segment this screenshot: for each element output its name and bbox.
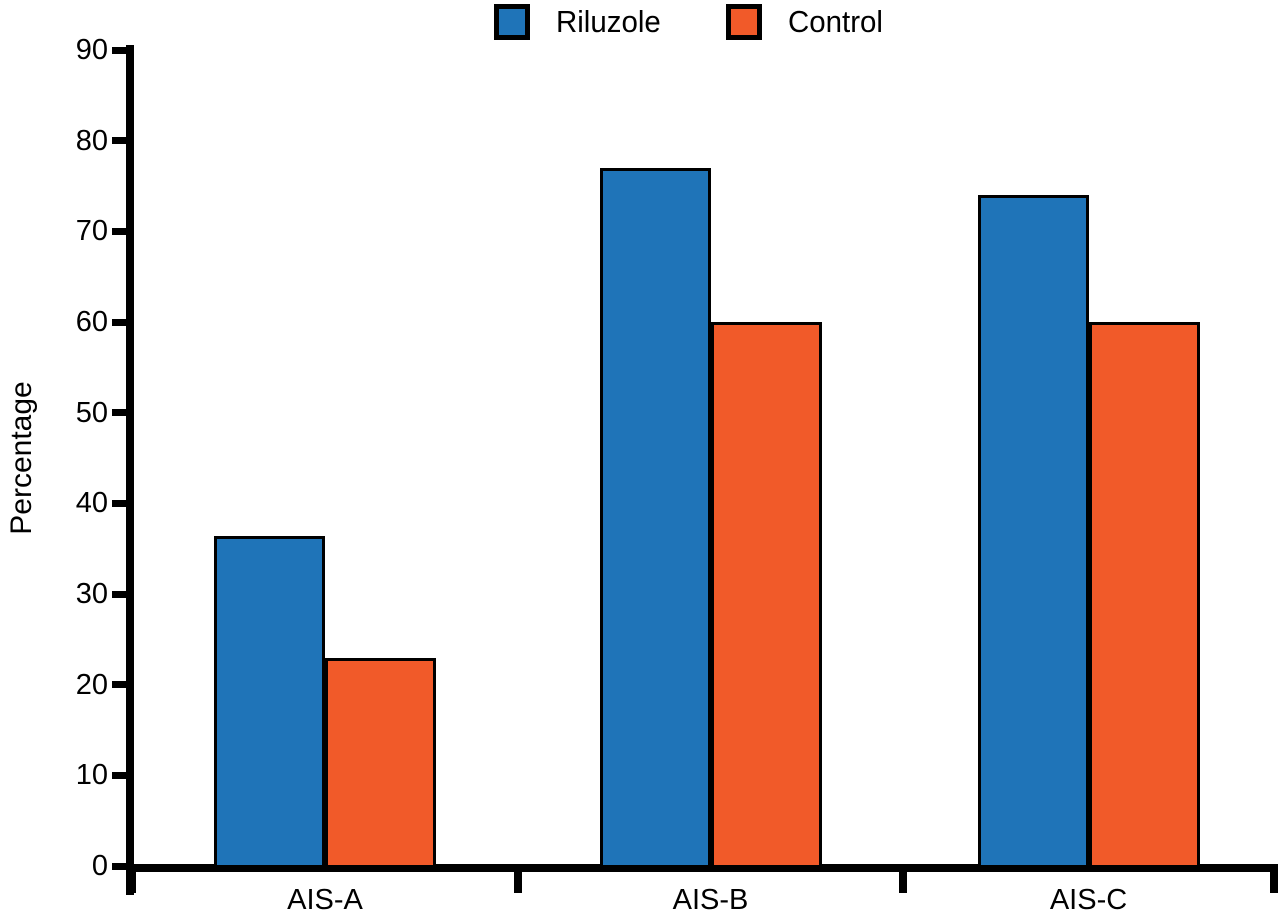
y-tick-label-40: 40 xyxy=(75,487,108,520)
y-tick-label-80: 80 xyxy=(75,124,108,157)
bar-control-ais-a xyxy=(325,658,436,868)
y-tick-70 xyxy=(112,227,131,235)
x-tick-3 xyxy=(1270,864,1278,893)
y-tick-label-70: 70 xyxy=(75,215,108,248)
bar-control-ais-c xyxy=(1088,322,1200,868)
y-tick-label-10: 10 xyxy=(75,759,108,792)
legend-swatch-control-icon xyxy=(726,4,763,40)
y-tick-label-20: 20 xyxy=(75,668,108,701)
x-category-label-ais-b: AIS-B xyxy=(672,884,749,916)
x-category-label-ais-a: AIS-A xyxy=(287,884,363,916)
bar-riluzole-ais-b xyxy=(599,167,711,868)
y-axis-title: Percentage xyxy=(5,381,38,535)
y-tick-40 xyxy=(112,499,131,507)
legend-label-control: Control xyxy=(788,4,884,39)
x-tick-1 xyxy=(514,864,522,893)
legend-label-riluzole: Riluzole xyxy=(556,4,661,39)
y-tick-label-60: 60 xyxy=(75,306,108,338)
x-tick-2 xyxy=(899,864,907,893)
y-tick-0 xyxy=(112,862,131,870)
x-tick-0 xyxy=(128,864,136,893)
y-axis-line xyxy=(126,45,134,895)
bar-riluzole-ais-a xyxy=(214,535,325,868)
y-tick-20 xyxy=(112,681,131,689)
legend-swatch-riluzole-icon xyxy=(494,4,530,40)
chart-legend: Riluzole Control xyxy=(494,2,888,42)
y-tick-90 xyxy=(112,46,131,54)
bar-control-ais-b xyxy=(710,322,822,868)
y-tick-80 xyxy=(112,137,131,145)
y-tick-30 xyxy=(112,590,131,598)
x-category-label-ais-c: AIS-C xyxy=(1049,884,1128,916)
legend-item-control: Control xyxy=(726,4,888,40)
bar-riluzole-ais-c xyxy=(977,195,1089,868)
y-tick-50 xyxy=(112,409,131,417)
x-axis-line xyxy=(126,864,1278,872)
y-tick-label-50: 50 xyxy=(75,396,108,429)
y-tick-label-30: 30 xyxy=(75,578,108,610)
legend-item-riluzole: Riluzole xyxy=(494,4,666,40)
y-tick-60 xyxy=(112,318,131,326)
y-tick-label-0: 0 xyxy=(91,850,108,882)
y-tick-label-90: 90 xyxy=(75,34,108,66)
y-tick-10 xyxy=(112,771,131,779)
